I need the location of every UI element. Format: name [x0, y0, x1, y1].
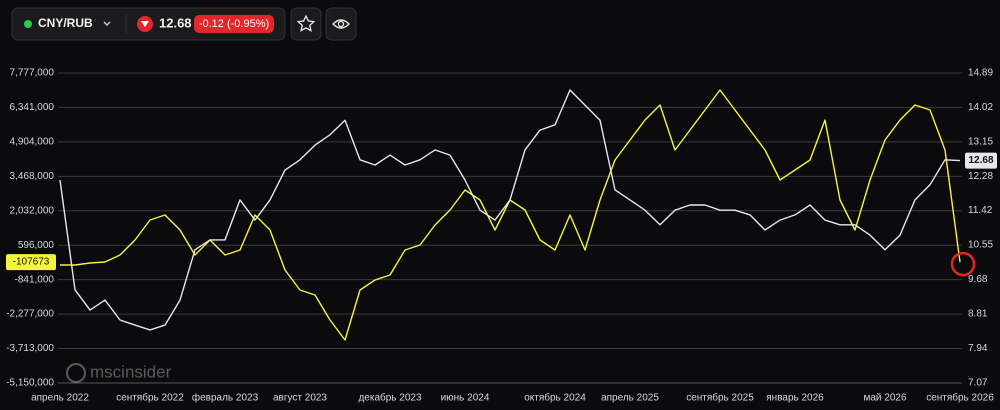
y2-tick-label: 13.15 [968, 137, 993, 148]
x-tick-label: сентябрь 2026 [926, 392, 994, 404]
symbol[interactable]: CNY/RUB [38, 16, 93, 30]
x-tick-label: сентябрь 2022 [116, 392, 184, 404]
series-line [59, 89, 961, 331]
change: -0.12 (-0.95%) [199, 18, 269, 30]
y2-tick-label: 11.42 [968, 205, 993, 216]
y2-tick-label: 7.07 [968, 378, 988, 389]
y-tick-label: 596,000 [18, 240, 55, 251]
x-tick-label: май 2026 [863, 393, 906, 404]
price: 12.68 [159, 15, 192, 30]
x-tick-label: декабрь 2023 [358, 392, 422, 404]
plot: 7,777,000 6,341,000 4,904,000 3,468,000 2,03… [6, 68, 997, 404]
watermark-group: mscinsider [66, 362, 172, 383]
y2-tick-label: 12.28 [968, 171, 993, 182]
toolbar: CNY/RUB 12.68 -0.12 (-0.95%) [11, 7, 357, 41]
y-tick-label: 2,032,000 [10, 205, 55, 216]
y2-tick-label: 14.02 [968, 102, 993, 113]
x-tick-label: апрель 2025 [601, 393, 659, 404]
x-tick-label: сентябрь 2025 [686, 392, 754, 404]
change-pill [194, 15, 274, 33]
y-tick-label: 4,904,000 [10, 137, 55, 148]
x-tick-label: февраль 2023 [192, 392, 259, 404]
eye-icon [332, 19, 350, 29]
y-tick-label: 3,468,000 [10, 171, 55, 182]
eye-pupil [337, 20, 345, 28]
last-value-tag: 12.68 [968, 155, 993, 166]
x-tick-label: август 2023 [273, 393, 327, 404]
y-tick-label: -3,713,000 [6, 343, 54, 354]
x-tick-label: октябрь 2024 [524, 392, 586, 404]
x-tick-label: январь 2026 [766, 393, 824, 404]
y-tick-label: 7,777,000 [10, 68, 55, 79]
watermark: mscinsider [90, 362, 172, 381]
last-value-tag: -107673 [13, 257, 50, 268]
y-tick-label: -5,150,000 [6, 378, 54, 389]
y-tick-label: -841,000 [15, 274, 55, 285]
y2-tick-label: 14.89 [968, 68, 993, 79]
star-button[interactable] [290, 7, 322, 41]
y2-tick-label: 9.68 [968, 274, 988, 285]
y-tick-label: -2,277,000 [6, 309, 54, 320]
down-arrow [141, 21, 149, 27]
x-tick-label: июнь 2024 [441, 393, 490, 404]
star-icon [296, 14, 316, 32]
last-value-tag-bg [6, 254, 56, 271]
x-tick-label: апрель 2022 [31, 393, 89, 404]
status-dot [24, 20, 32, 28]
dropdown-chevron[interactable] [103, 21, 111, 27]
y2-tick-label: 10.55 [968, 240, 993, 251]
last-point-highlight [950, 251, 976, 277]
y2-tick-label: 8.81 [968, 309, 988, 320]
y-tick-label: 6,341,000 [10, 102, 55, 113]
last-value-tag-bg [965, 152, 997, 169]
watermark-logo [66, 363, 86, 383]
eye-button[interactable] [325, 7, 357, 41]
y2-tick-label: 7.94 [968, 343, 988, 354]
